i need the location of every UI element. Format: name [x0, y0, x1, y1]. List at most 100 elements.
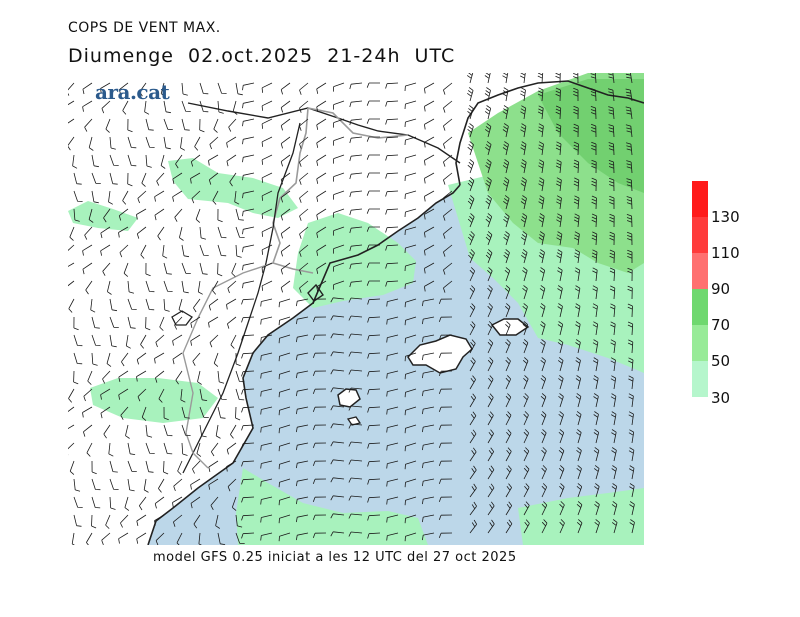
wind-barb	[443, 190, 453, 203]
wind-barb	[594, 501, 600, 516]
wind-barb	[280, 118, 291, 131]
wind-barb	[467, 123, 474, 138]
wind-barb	[573, 159, 580, 174]
wind-barb	[574, 249, 580, 264]
wind-barb	[299, 244, 309, 257]
wind-barb	[124, 496, 130, 511]
wind-barb	[520, 177, 527, 192]
wind-barb	[261, 190, 273, 201]
wind-barb	[590, 123, 597, 138]
wind-barb	[467, 141, 474, 156]
wind-barb	[558, 411, 564, 426]
wind-barb	[574, 267, 581, 282]
wind-barb	[609, 249, 615, 264]
wind-barb	[68, 442, 75, 456]
wind-barb	[576, 447, 582, 462]
wind-barb	[68, 82, 75, 96]
wind-barb	[296, 370, 309, 379]
wind-barb	[241, 370, 255, 377]
border-valencia	[182, 262, 274, 469]
wind-barb	[299, 262, 309, 275]
wind-barb	[422, 478, 435, 487]
legend-swatch-70	[692, 289, 708, 325]
wind-barb	[280, 208, 291, 221]
wind-barb	[127, 172, 133, 187]
wind-barb	[484, 73, 491, 84]
wind-barb	[438, 460, 453, 467]
wind-barb	[296, 406, 309, 415]
wind-barb	[627, 303, 633, 318]
wind-barb	[404, 316, 417, 326]
wind-barb	[180, 136, 185, 151]
wind-barb	[217, 226, 227, 239]
wind-barb	[487, 429, 494, 444]
wind-barb	[386, 352, 399, 361]
wind-barb	[404, 298, 417, 308]
wind-barb	[608, 142, 615, 156]
wind-barb	[102, 262, 111, 276]
wind-barb	[628, 429, 635, 444]
wind-barb	[330, 315, 345, 321]
wind-barb	[348, 405, 363, 411]
wind-barb	[424, 226, 435, 238]
wind-barb	[348, 477, 363, 483]
wind-barb	[109, 334, 117, 348]
wind-barb	[109, 496, 116, 510]
wind-barb	[241, 298, 255, 305]
wind-barb	[278, 532, 291, 542]
wind-barb	[469, 357, 476, 372]
wind-barb	[333, 136, 345, 146]
wind-barb	[467, 105, 474, 120]
wind-barb	[120, 514, 129, 528]
wind-barb	[348, 369, 363, 375]
wind-barb	[199, 388, 208, 401]
wind-barb	[502, 141, 509, 156]
wind-barb	[626, 214, 633, 228]
wind-barb	[84, 118, 93, 132]
wind-barb	[349, 280, 363, 288]
wind-barb	[367, 352, 381, 359]
wind-barb	[505, 375, 512, 390]
wind-barb	[609, 195, 615, 209]
wind-barb	[629, 519, 635, 534]
wind-barb	[145, 136, 155, 148]
wind-barb	[576, 483, 583, 498]
wind-barb	[71, 532, 75, 545]
wind-barb	[541, 483, 548, 498]
wind-barb	[593, 465, 600, 480]
wind-barb	[181, 262, 191, 274]
wind-barb	[443, 280, 453, 293]
wind-barb	[487, 303, 493, 318]
wind-barb	[235, 352, 241, 367]
wind-barb	[611, 501, 618, 516]
wind-barb	[144, 100, 150, 115]
wind-barb	[241, 352, 255, 359]
wind-barb	[163, 118, 173, 130]
wind-barb	[154, 190, 165, 202]
wind-barb	[296, 388, 309, 397]
wind-barb	[181, 100, 191, 112]
wind-barb	[172, 190, 183, 202]
wind-barb	[158, 388, 165, 403]
wind-barb	[312, 532, 327, 539]
wind-barb	[422, 514, 435, 523]
wind-barb	[610, 375, 617, 390]
wind-barb	[505, 465, 512, 480]
wind-barb	[226, 154, 237, 167]
wind-barb	[574, 303, 581, 318]
wind-barb	[333, 118, 345, 128]
border-catalonia-north	[307, 107, 409, 139]
wind-barb	[522, 321, 529, 336]
wind-barb	[487, 465, 495, 480]
wind-barb	[607, 88, 615, 102]
wind-barb	[485, 249, 493, 264]
wind-barb	[299, 172, 309, 185]
wind-gust-map	[68, 73, 644, 545]
wind-barb	[523, 483, 530, 498]
wind-barb	[366, 100, 380, 106]
legend-label-50: 50	[711, 352, 731, 370]
wind-barb	[522, 285, 528, 300]
wind-barb	[505, 447, 512, 462]
wind-barb	[469, 303, 476, 318]
wind-barb	[559, 483, 565, 498]
